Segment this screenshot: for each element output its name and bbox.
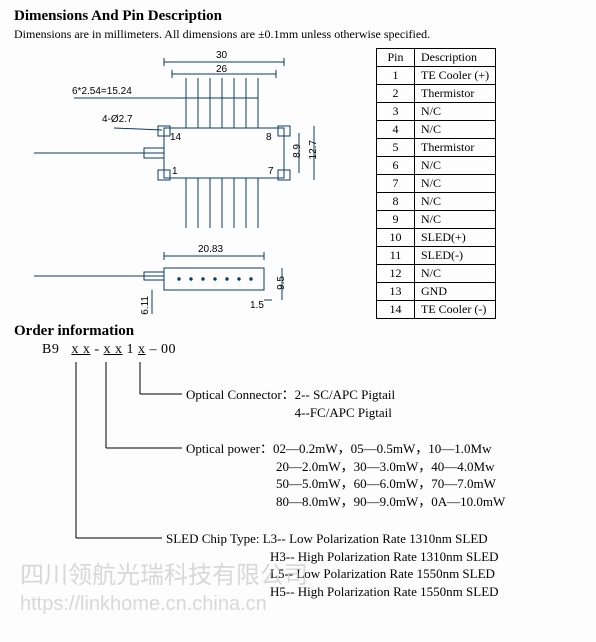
pin-number: 12: [377, 265, 415, 283]
chip-label: SLED Chip Type:: [166, 531, 263, 546]
pin-desc: Thermistor: [415, 85, 496, 103]
pin-number: 3: [377, 103, 415, 121]
table-row: 4N/C: [377, 121, 496, 139]
code-dash1: -: [94, 342, 99, 357]
pin-desc: TE Cooler (-): [415, 301, 496, 319]
code-seg2: x x: [104, 342, 123, 357]
power-line-3: 80—8.0mW，90—9.0mW，0A—10.0mW: [276, 494, 505, 509]
pin-number: 7: [377, 175, 415, 193]
chip-line-3: H5-- High Polarization Rate 1550nm SLED: [270, 584, 499, 599]
code-suffix: 00: [161, 342, 176, 357]
pin-number: 2: [377, 85, 415, 103]
engineering-drawing: 30 26 6*2.54=15.24 4-Ø2.7 8.9 12.7 14 8 …: [14, 48, 364, 318]
table-row: 13GND: [377, 283, 496, 301]
table-row: 2Thermistor: [377, 85, 496, 103]
power-line-2: 50—5.0mW，60—6.0mW，70—7.0mW: [276, 476, 496, 491]
table-row: 14TE Cooler (-): [377, 301, 496, 319]
dim-2083: 20.83: [198, 244, 223, 255]
dim-89: 8.9: [292, 144, 303, 158]
code-prefix: B9: [42, 342, 59, 357]
dim-30: 30: [216, 50, 227, 61]
pin-number: 9: [377, 211, 415, 229]
order-info-title: Order information: [14, 323, 582, 340]
table-row: 9N/C: [377, 211, 496, 229]
pin-desc: GND: [415, 283, 496, 301]
pin-desc: N/C: [415, 193, 496, 211]
pin-description-table: Pin Description 1TE Cooler (+)2Thermisto…: [376, 48, 496, 319]
table-row: 12N/C: [377, 265, 496, 283]
pin-number: 11: [377, 247, 415, 265]
pin-desc: N/C: [415, 175, 496, 193]
code-dash2: –: [150, 342, 162, 357]
power-label: Optical power：: [186, 441, 273, 456]
table-row: 7N/C: [377, 175, 496, 193]
pin-number: 6: [377, 157, 415, 175]
pin-number: 4: [377, 121, 415, 139]
code-seg1: x x: [71, 342, 90, 357]
pin-8: 8: [266, 132, 272, 143]
chip-line-0: L3-- Low Polarization Rate 1310nm SLED: [263, 531, 488, 546]
pin-desc: SLED(-): [415, 247, 496, 265]
top-row: 30 26 6*2.54=15.24 4-Ø2.7 8.9 12.7 14 8 …: [14, 48, 582, 319]
connector-line-1: 4--FC/APC Pigtail: [295, 405, 392, 420]
order-info-block: B9 x x - x x 1 x – 00 Optical Connector：…: [14, 342, 582, 358]
chip-line-1: H3-- High Polarization Rate 1310nm SLED: [270, 549, 499, 564]
dim-127: 12.7: [308, 140, 319, 159]
pin-number: 13: [377, 283, 415, 301]
connector-label: Optical Connector：: [186, 387, 295, 402]
chip-type-block: SLED Chip Type: L3-- Low Polarization Ra…: [166, 530, 499, 600]
optical-power-block: Optical power：02—0.2mW，05—0.5mW，10—1.0Mw…: [186, 440, 505, 510]
pin-desc: SLED(+): [415, 229, 496, 247]
pin-desc: N/C: [415, 265, 496, 283]
order-code: B9 x x - x x 1 x – 00: [42, 342, 582, 358]
section-subtitle: Dimensions are in millimeters. All dimen…: [14, 27, 582, 42]
dim-hole: 4-Ø2.7: [102, 114, 133, 125]
table-row: 8N/C: [377, 193, 496, 211]
table-row: 10SLED(+): [377, 229, 496, 247]
code-seg3: x: [138, 342, 146, 357]
pin-desc: N/C: [415, 103, 496, 121]
chip-line-2: L5-- Low Polarization Rate 1550nm SLED: [270, 566, 495, 581]
pin-14: 14: [170, 132, 181, 143]
code-mid: 1: [127, 342, 139, 357]
pin-number: 10: [377, 229, 415, 247]
pin-desc: Thermistor: [415, 139, 496, 157]
pin-desc: N/C: [415, 211, 496, 229]
optical-connector-block: Optical Connector：2-- SC/APC Pigtail Opt…: [186, 386, 395, 421]
table-row: 6N/C: [377, 157, 496, 175]
pin-desc: TE Cooler (+): [415, 67, 496, 85]
pin-7: 7: [268, 166, 274, 177]
pin-header-desc: Description: [415, 49, 496, 67]
dim-95: 9.5: [276, 276, 287, 290]
dim-15: 1.5: [250, 300, 264, 311]
table-row: 11SLED(-): [377, 247, 496, 265]
pin-1: 1: [172, 166, 178, 177]
table-row: 3N/C: [377, 103, 496, 121]
table-row: 1TE Cooler (+): [377, 67, 496, 85]
pin-number: 5: [377, 139, 415, 157]
pin-number: 14: [377, 301, 415, 319]
section-title: Dimensions And Pin Description: [14, 8, 582, 25]
pin-desc: N/C: [415, 121, 496, 139]
power-line-1: 20—2.0mW，30—3.0mW，40—4.0Mw: [276, 459, 494, 474]
pin-desc: N/C: [415, 157, 496, 175]
table-row: 5Thermistor: [377, 139, 496, 157]
power-line-0: 02—0.2mW，05—0.5mW，10—1.0Mw: [273, 441, 491, 456]
drawing-svg: [14, 48, 364, 318]
dim-26: 26: [216, 64, 227, 75]
connector-line-0: 2-- SC/APC Pigtail: [295, 387, 395, 402]
dim-pins: 6*2.54=15.24: [72, 86, 132, 97]
pin-header-pin: Pin: [377, 49, 415, 67]
pin-number: 1: [377, 67, 415, 85]
dim-611: 6.11: [140, 296, 151, 315]
pin-number: 8: [377, 193, 415, 211]
